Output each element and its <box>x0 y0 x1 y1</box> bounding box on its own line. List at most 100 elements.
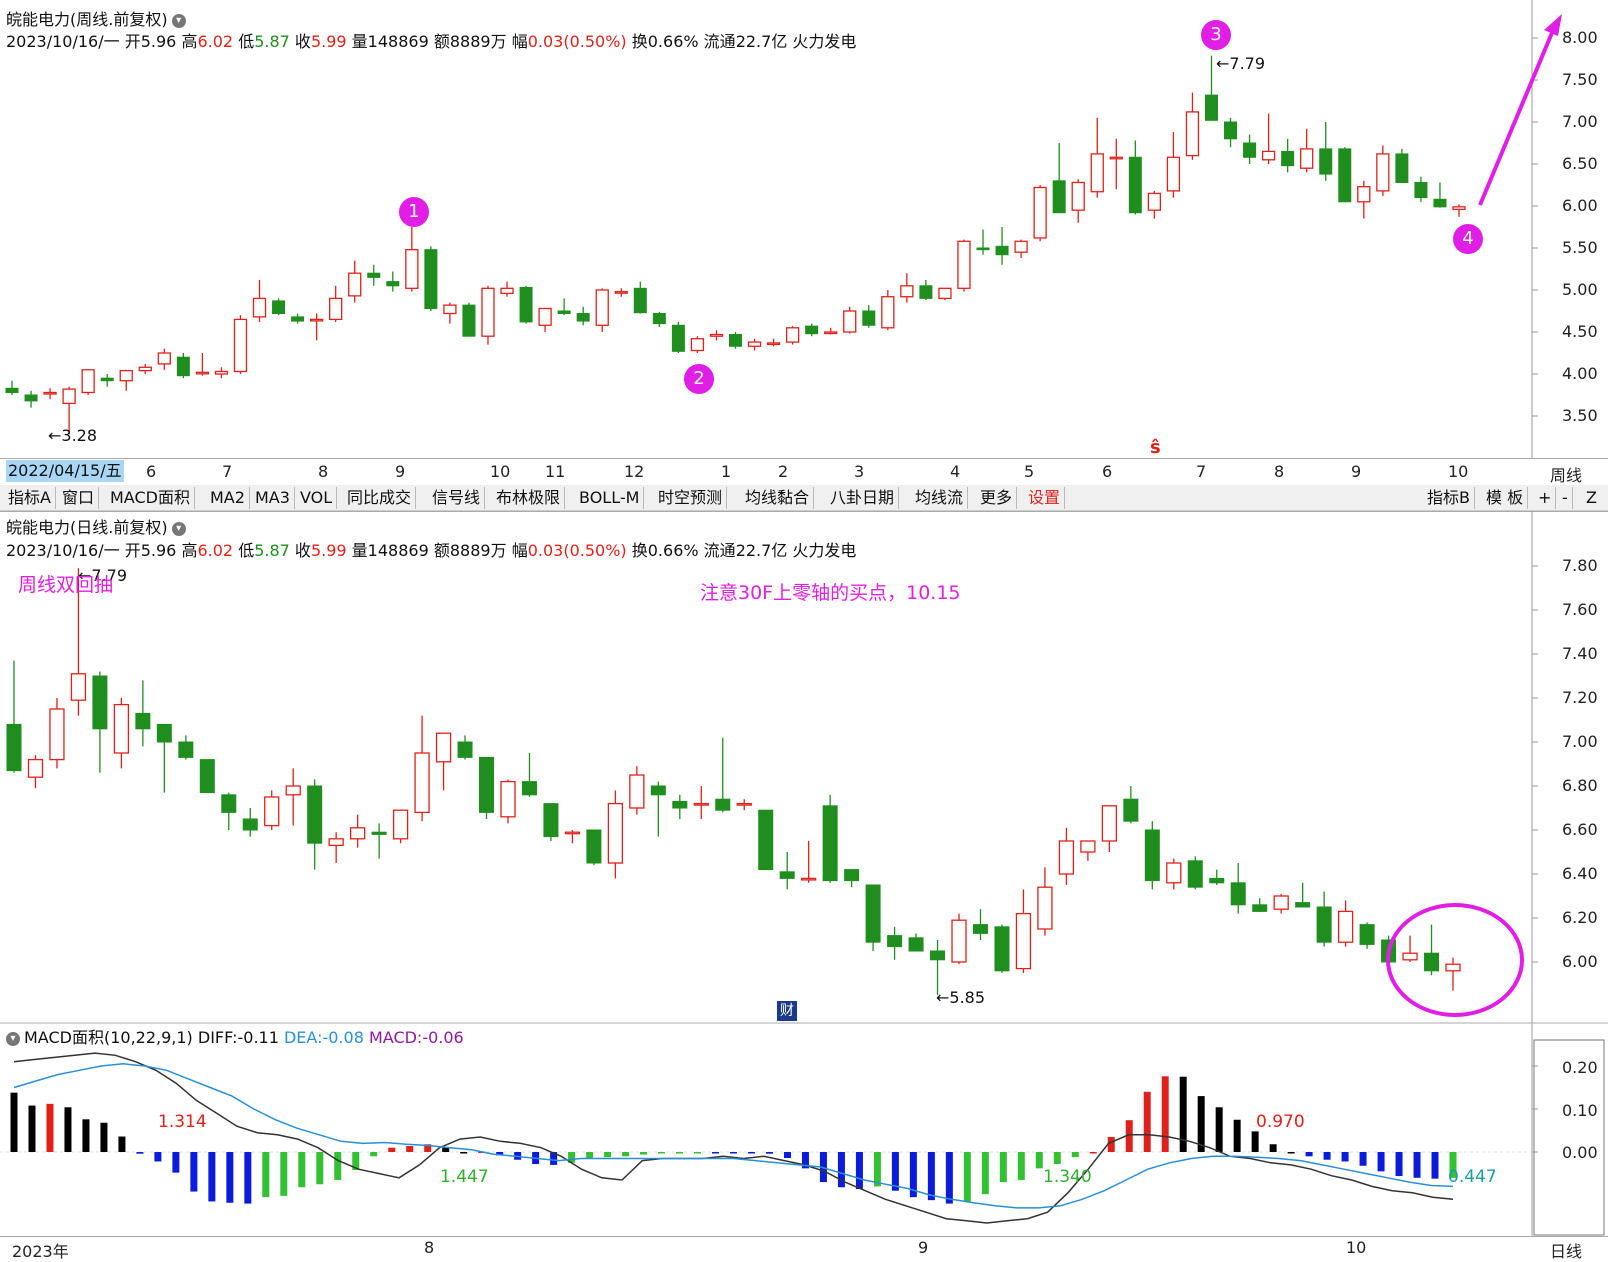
finance-report-icon[interactable]: 财 <box>777 1001 797 1021</box>
macd-bar <box>1413 1152 1421 1178</box>
weekly-candle-up <box>766 342 781 346</box>
tab-ma-bond[interactable]: 均线黏合 <box>741 487 815 509</box>
weekly-candle-down <box>1204 94 1218 121</box>
macd-bar <box>334 1152 342 1180</box>
tab-window[interactable]: 窗口 <box>58 487 100 509</box>
macd-bar <box>730 1152 737 1154</box>
weekly-candle-up <box>1090 153 1104 193</box>
macd-bar <box>460 1152 468 1154</box>
y-tick: 0.20 <box>1562 1058 1598 1077</box>
daily-candle-down <box>1359 924 1375 945</box>
y-tick: 7.60 <box>1562 600 1598 619</box>
month-label: 10 <box>1448 462 1469 481</box>
tab-template[interactable]: 模 板 <box>1482 487 1529 509</box>
macd-bar <box>262 1152 270 1198</box>
tab-more[interactable]: 更多 <box>976 487 1018 509</box>
macd-bar <box>190 1152 198 1192</box>
daily-candle-down <box>199 759 215 794</box>
daily-high-marker: ←7.79 <box>78 566 128 585</box>
weekly-sector: 火力发电 <box>792 32 857 51</box>
chg-label: 幅 <box>511 541 528 560</box>
weekly-candle-down <box>100 377 114 382</box>
tab-yoy-volume[interactable]: 同比成交 <box>343 487 417 509</box>
daily-candle-down <box>672 800 688 809</box>
indicator-toolbar: 指标A 窗口 MACD面积 MA2 MA3 VOL 同比成交 信号线 布林极限 … <box>0 485 1608 512</box>
macd-area-label: 1.314 <box>158 1112 207 1132</box>
macd-bar <box>1143 1091 1151 1152</box>
macd-title[interactable]: MACD面积(10,22,9,1) <box>24 1028 193 1047</box>
daily-candle-down <box>779 871 795 879</box>
daily-candle-down <box>994 926 1010 972</box>
weekly-title[interactable]: 皖能电力(周线.前复权) <box>6 10 168 29</box>
diff-line <box>13 1052 1454 1224</box>
tab-ma-flow[interactable]: 均线流 <box>911 487 969 509</box>
tab-ma3[interactable]: MA3 <box>251 487 295 509</box>
daily-float: 22.7亿 <box>735 541 788 560</box>
marker-3: 3 <box>1201 20 1231 50</box>
daily-low-value: 5.85 <box>949 988 986 1007</box>
weekly-candle-up <box>690 338 705 352</box>
high-label: 高 <box>181 32 198 51</box>
tab-settings[interactable]: 设置 <box>1024 487 1066 509</box>
month-label: 5 <box>1024 462 1035 481</box>
zoom-in-button[interactable]: + <box>1534 487 1557 509</box>
zoom-out-button[interactable]: - <box>1558 487 1573 509</box>
amt-label: 额 <box>433 32 450 51</box>
macd-bar <box>783 1152 791 1159</box>
daily-candle-down <box>930 950 946 961</box>
period-label-weekly[interactable]: 周线 <box>1550 466 1583 485</box>
tab-indicator-a[interactable]: 指标A <box>4 487 56 509</box>
tab-signal-line[interactable]: 信号线 <box>428 487 486 509</box>
dropdown-icon[interactable]: ▾ <box>171 521 186 536</box>
daily-candle-up <box>693 802 709 806</box>
tab-time-space[interactable]: 时空预测 <box>654 487 728 509</box>
tab-indicator-b[interactable]: 指标B <box>1423 487 1475 509</box>
weekly-high-value: 7.79 <box>1229 54 1266 73</box>
daily-turn: 0.66% <box>647 541 699 560</box>
weekly-candlestick-chart[interactable] <box>0 0 1608 458</box>
weekly-candle-up <box>1452 206 1466 211</box>
tab-macd-area[interactable]: MACD面积 <box>106 487 195 509</box>
marker-1: 1 <box>399 197 429 227</box>
weekly-candle-down <box>1319 148 1333 175</box>
daily-candle-down <box>1424 952 1440 972</box>
daily-candle-up <box>500 780 516 818</box>
macd-bar <box>64 1107 72 1152</box>
turn-label: 换 <box>631 541 648 560</box>
weekly-candle-up <box>900 285 914 298</box>
tab-bagua-date[interactable]: 八卦日期 <box>826 487 900 509</box>
weekly-candle-down <box>519 286 533 323</box>
month-label: 6 <box>146 462 157 481</box>
float-label: 流通 <box>703 32 736 51</box>
amt-label: 额 <box>433 541 450 560</box>
diff-label: DIFF: <box>197 1028 238 1047</box>
dropdown-icon[interactable]: ▾ <box>171 13 186 28</box>
tab-vol[interactable]: VOL <box>296 487 338 509</box>
dropdown-icon[interactable]: ▾ <box>6 1031 20 1046</box>
daily-candle-up <box>1058 840 1075 875</box>
weekly-candle-down <box>976 247 990 251</box>
weekly-candle-up <box>1261 150 1276 161</box>
macd-bar <box>1287 1152 1295 1154</box>
weekly-low: 5.87 <box>254 32 290 51</box>
tab-boll-extreme[interactable]: 布林极限 <box>492 487 566 509</box>
s-marker[interactable]: ŝ <box>1150 437 1161 458</box>
weekly-candle-up <box>157 352 171 365</box>
daily-title[interactable]: 皖能电力(日线.前复权) <box>6 518 168 537</box>
daily-candle-down <box>6 723 22 772</box>
daily-candlestick-chart[interactable] <box>0 0 1608 1024</box>
tab-boll-m[interactable]: BOLL-M <box>575 487 645 509</box>
daily-candle-down <box>887 935 903 948</box>
weekly-candle-down <box>1243 142 1257 158</box>
daily-candle-down <box>156 723 172 743</box>
period-label-daily[interactable]: 日线 <box>1550 1242 1583 1261</box>
macd-bar <box>208 1152 216 1202</box>
daily-candle-up <box>392 809 409 840</box>
weekly-low-value: 3.28 <box>61 426 98 445</box>
daily-chg: 0.03(0.50%) <box>527 541 627 560</box>
weekly-amt: 8889万 <box>449 32 507 51</box>
reset-zoom-button[interactable]: Z <box>1586 488 1597 507</box>
daily-title-row: 皖能电力(日线.前复权) ▾ <box>6 514 186 538</box>
tab-ma2[interactable]: MA2 <box>206 487 250 509</box>
